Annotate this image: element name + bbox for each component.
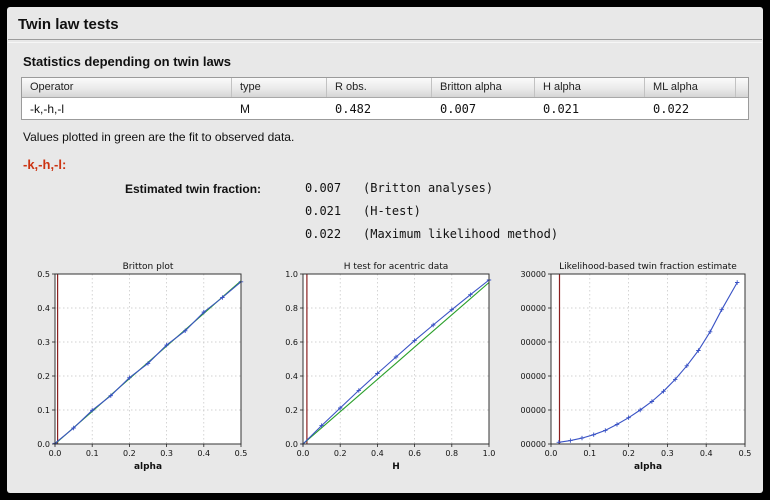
svg-text:0.4: 0.4	[371, 449, 384, 458]
section-heading: Statistics depending on twin laws	[23, 54, 232, 69]
svg-text:1.0: 1.0	[483, 449, 496, 458]
page-title: Twin law tests	[18, 16, 119, 33]
svg-text:0.1: 0.1	[37, 406, 50, 415]
svg-text:0.4: 0.4	[197, 449, 210, 458]
svg-text:00000: 00000	[521, 440, 546, 449]
svg-text:0.0: 0.0	[37, 440, 50, 449]
ml-estimate-value: 0.022	[305, 227, 342, 241]
svg-text:H: H	[392, 462, 400, 472]
ml-estimate-method: (Maximum likelihood method)	[363, 227, 559, 241]
cell-type: M	[240, 101, 250, 116]
estimated-twin-fraction-label: Estimated twin fraction:	[125, 182, 262, 196]
svg-text:00000: 00000	[521, 406, 546, 415]
svg-text:0.5: 0.5	[235, 449, 248, 458]
h-test-plot: 0.0 0.2 0.4 0.6 0.8 1.0 0.0 0.2 0.4 0.6 0.8 1.0 H te…	[267, 258, 497, 472]
h-test-estimate-value: 0.021	[305, 204, 342, 218]
svg-text:Likelihood-based twin fraction: Likelihood-based twin fraction estimate	[559, 262, 737, 272]
table-header-row: Operator type R obs. Britton alpha H alp…	[22, 78, 748, 98]
cell-r-obs: 0.482	[335, 101, 372, 116]
svg-text:0.1: 0.1	[86, 449, 99, 458]
svg-text:0.2: 0.2	[622, 449, 635, 458]
cell-h-alpha: 0.021	[543, 101, 580, 116]
column-header-type[interactable]: type	[232, 78, 327, 97]
svg-text:0.3: 0.3	[661, 449, 674, 458]
svg-text:0.5: 0.5	[37, 270, 50, 279]
britton-estimate-method: (Britton analyses)	[363, 181, 494, 195]
svg-text:0.0: 0.0	[49, 449, 62, 458]
column-header-h-alpha[interactable]: H alpha	[535, 78, 645, 97]
svg-text:H test for acentric data: H test for acentric data	[344, 262, 449, 272]
cell-ml-alpha: 0.022	[653, 101, 690, 116]
column-header-r-obs[interactable]: R obs.	[327, 78, 432, 97]
svg-text:00000: 00000	[521, 372, 546, 381]
svg-text:0.8: 0.8	[445, 449, 458, 458]
svg-text:alpha: alpha	[134, 462, 162, 472]
svg-text:00000: 00000	[521, 304, 546, 313]
svg-text:0.0: 0.0	[297, 449, 310, 458]
svg-text:0.0: 0.0	[285, 440, 298, 449]
svg-text:0.2: 0.2	[123, 449, 136, 458]
svg-text:0.6: 0.6	[408, 449, 421, 458]
svg-text:00000: 00000	[521, 338, 546, 347]
svg-text:0.8: 0.8	[285, 304, 298, 313]
svg-text:alpha: alpha	[634, 462, 662, 472]
column-header-ml-alpha[interactable]: ML alpha	[645, 78, 736, 97]
header-corner-cell	[736, 78, 748, 97]
estimate-row-britton: 0.007 (Britton analyses)	[305, 181, 558, 195]
svg-text:0.1: 0.1	[583, 449, 596, 458]
column-header-operator[interactable]: Operator	[22, 78, 232, 97]
table-row[interactable]: -k,-h,-l M 0.482 0.007 0.021 0.022	[22, 98, 748, 119]
svg-text:30000: 30000	[521, 270, 546, 279]
svg-text:0.4: 0.4	[37, 304, 50, 313]
svg-text:0.3: 0.3	[37, 338, 50, 347]
svg-text:Britton plot: Britton plot	[123, 262, 174, 272]
plots-row: 0.0 0.1 0.2 0.3 0.4 0.5 0.0 0.1 0.2 0.3 0.4 0.5 Brit…	[19, 258, 757, 472]
svg-text:0.0: 0.0	[545, 449, 558, 458]
svg-text:0.2: 0.2	[285, 406, 298, 415]
svg-text:0.6: 0.6	[285, 338, 298, 347]
likelihood-plot: 0.0 0.1 0.2 0.3 0.4 0.5 00000 00000 00000 00000 00…	[515, 258, 753, 472]
green-fit-note: Values plotted in green are the fit to o…	[23, 130, 295, 144]
britton-plot: 0.0 0.1 0.2 0.3 0.4 0.5 0.0 0.1 0.2 0.3 0.4 0.5 Brit…	[19, 258, 249, 472]
svg-text:1.0: 1.0	[285, 270, 298, 279]
cell-operator: -k,-h,-l	[30, 101, 64, 116]
estimate-row-ml: 0.022 (Maximum likelihood method)	[305, 227, 558, 241]
svg-text:0.2: 0.2	[334, 449, 347, 458]
content-panel: Twin law tests Statistics depending on t…	[7, 7, 763, 493]
svg-text:0.3: 0.3	[160, 449, 173, 458]
estimated-twin-fraction-block: Estimated twin fraction: 0.007 (Britton …	[125, 181, 763, 250]
column-header-britton-alpha[interactable]: Britton alpha	[432, 78, 535, 97]
cell-britton-alpha: 0.007	[440, 101, 477, 116]
h-test-estimate-method: (H-test)	[363, 204, 421, 218]
svg-text:0.4: 0.4	[285, 372, 298, 381]
svg-text:0.5: 0.5	[739, 449, 752, 458]
svg-text:0.4: 0.4	[700, 449, 713, 458]
title-divider	[8, 39, 762, 43]
estimate-row-h-test: 0.021 (H-test)	[305, 204, 558, 218]
svg-text:0.2: 0.2	[37, 372, 50, 381]
estimate-rows: 0.007 (Britton analyses) 0.021 (H-test) …	[305, 181, 558, 250]
operator-heading: -k,-h,-l:	[23, 157, 67, 172]
britton-estimate-value: 0.007	[305, 181, 342, 195]
twin-law-table: Operator type R obs. Britton alpha H alp…	[21, 77, 749, 120]
